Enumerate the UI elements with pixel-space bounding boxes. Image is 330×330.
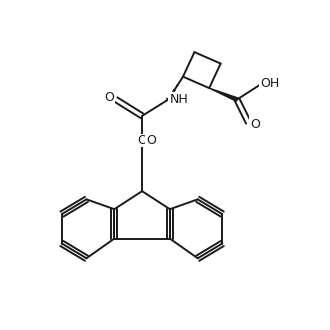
Text: O: O — [104, 91, 114, 104]
Polygon shape — [209, 88, 238, 101]
Text: O: O — [146, 134, 156, 147]
Text: O: O — [137, 134, 147, 147]
Text: OH: OH — [261, 77, 280, 90]
Text: O: O — [251, 117, 261, 131]
Text: NH: NH — [169, 93, 188, 106]
